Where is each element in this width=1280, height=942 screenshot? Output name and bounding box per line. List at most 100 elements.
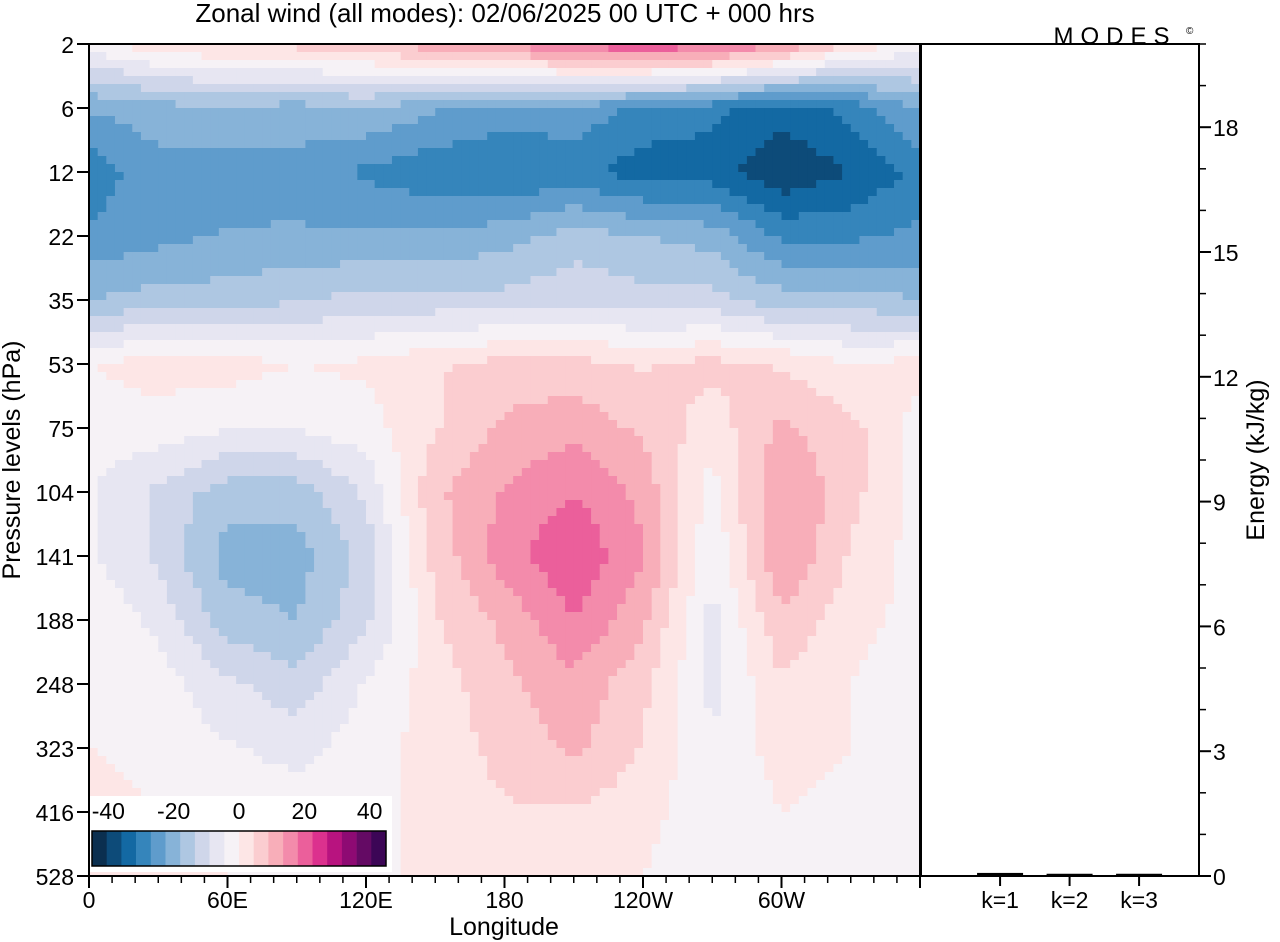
heatmap-cell xyxy=(366,164,376,173)
heatmap-cell xyxy=(452,244,462,253)
heatmap-cell xyxy=(244,404,255,413)
heatmap-cell xyxy=(608,396,618,405)
heatmap-cell xyxy=(634,212,644,221)
heatmap-cell xyxy=(677,404,687,413)
heatmap-cell xyxy=(487,268,497,277)
heatmap-cell xyxy=(643,356,653,365)
heatmap-cell xyxy=(487,260,497,269)
heatmap-cell xyxy=(201,324,211,333)
heatmap-cell xyxy=(547,428,558,437)
heatmap-cell xyxy=(565,132,575,141)
heatmap-cell xyxy=(175,52,185,61)
heatmap-cell xyxy=(175,364,185,373)
heatmap-cell xyxy=(166,140,177,149)
heatmap-cell xyxy=(833,268,843,277)
heatmap-cell xyxy=(210,332,220,341)
heatmap-cell xyxy=(331,92,341,101)
heatmap-cell xyxy=(106,220,116,229)
heatmap-cell xyxy=(409,436,419,445)
heatmap-cell xyxy=(305,308,315,317)
heatmap-cell xyxy=(461,436,471,445)
heatmap-cell xyxy=(859,292,869,301)
heatmap-cell xyxy=(876,44,886,53)
heatmap-cell xyxy=(556,388,566,397)
heatmap-cell xyxy=(366,404,376,413)
heatmap-cell xyxy=(686,60,696,69)
heatmap-cell xyxy=(383,340,393,349)
heatmap-cell xyxy=(175,108,185,117)
heatmap-cell xyxy=(374,444,384,453)
heatmap-cell xyxy=(132,268,142,277)
heatmap-cell xyxy=(322,84,332,93)
heatmap-cell xyxy=(192,244,203,253)
heatmap-cell xyxy=(417,444,428,453)
heatmap-cell xyxy=(790,412,800,421)
heatmap-cell xyxy=(798,324,809,333)
heatmap-cell xyxy=(218,300,229,309)
heatmap-cell xyxy=(461,68,471,77)
heatmap-cell xyxy=(764,380,774,389)
heatmap-cell xyxy=(547,84,558,93)
heatmap-cell xyxy=(495,300,506,309)
heatmap-cell xyxy=(478,340,488,349)
heatmap-cell xyxy=(720,92,731,101)
heatmap-cell xyxy=(192,148,203,157)
heatmap-cell xyxy=(703,180,713,189)
heatmap-cell xyxy=(911,196,921,205)
heatmap-cell xyxy=(816,140,826,149)
heatmap-cell xyxy=(114,124,125,133)
heatmap-cell xyxy=(166,172,177,181)
heatmap-cell xyxy=(539,252,549,261)
heatmap-cell xyxy=(366,284,376,293)
heatmap-cell xyxy=(244,276,255,285)
heatmap-cell xyxy=(244,292,255,301)
heatmap-cell xyxy=(643,396,653,405)
heatmap-cell xyxy=(694,420,705,429)
heatmap-cell xyxy=(876,124,886,133)
heatmap-cell xyxy=(911,60,921,69)
heatmap-cell xyxy=(374,372,384,381)
heatmap-cell xyxy=(625,116,635,125)
heatmap-cell xyxy=(374,388,384,397)
heatmap-cell xyxy=(850,212,861,221)
heatmap-cell xyxy=(106,180,116,189)
heatmap-cell xyxy=(166,444,177,453)
heatmap-cell xyxy=(426,284,436,293)
heatmap-cell xyxy=(391,140,402,149)
heatmap-cell xyxy=(305,252,315,261)
heatmap-cell xyxy=(383,292,393,301)
heatmap-cell xyxy=(348,188,358,197)
heatmap-cell xyxy=(539,172,549,181)
heatmap-cell xyxy=(746,236,757,245)
heatmap-cell xyxy=(210,124,220,133)
heatmap-cell xyxy=(591,268,601,277)
heatmap-cell xyxy=(253,300,263,309)
heatmap-cell xyxy=(911,436,921,445)
heatmap-cell xyxy=(400,324,410,333)
heatmap-cell xyxy=(132,236,142,245)
heatmap-cell xyxy=(807,60,817,69)
heatmap-cell xyxy=(123,332,133,341)
heatmap-cell xyxy=(192,100,203,109)
heatmap-cell xyxy=(89,220,99,229)
heatmap-cell xyxy=(608,348,618,357)
heatmap-cell xyxy=(366,324,376,333)
heatmap-cell xyxy=(617,212,627,221)
heatmap-cell xyxy=(114,156,125,165)
heatmap-cell xyxy=(565,196,575,205)
heatmap-cell xyxy=(417,180,428,189)
heatmap-cell xyxy=(357,116,367,125)
heatmap-cell xyxy=(227,308,237,317)
heatmap-cell xyxy=(842,420,852,429)
heatmap-cell xyxy=(876,148,886,157)
heatmap-cell xyxy=(712,436,722,445)
heatmap-cell xyxy=(660,52,670,61)
heatmap-cell xyxy=(894,148,904,157)
heatmap-cell xyxy=(305,300,315,309)
heatmap-cell xyxy=(236,84,246,93)
heatmap-cell xyxy=(850,380,861,389)
heatmap-cell xyxy=(89,44,99,53)
heatmap-cell xyxy=(288,148,298,157)
heatmap-cell xyxy=(738,308,748,317)
heatmap-cell xyxy=(617,444,627,453)
